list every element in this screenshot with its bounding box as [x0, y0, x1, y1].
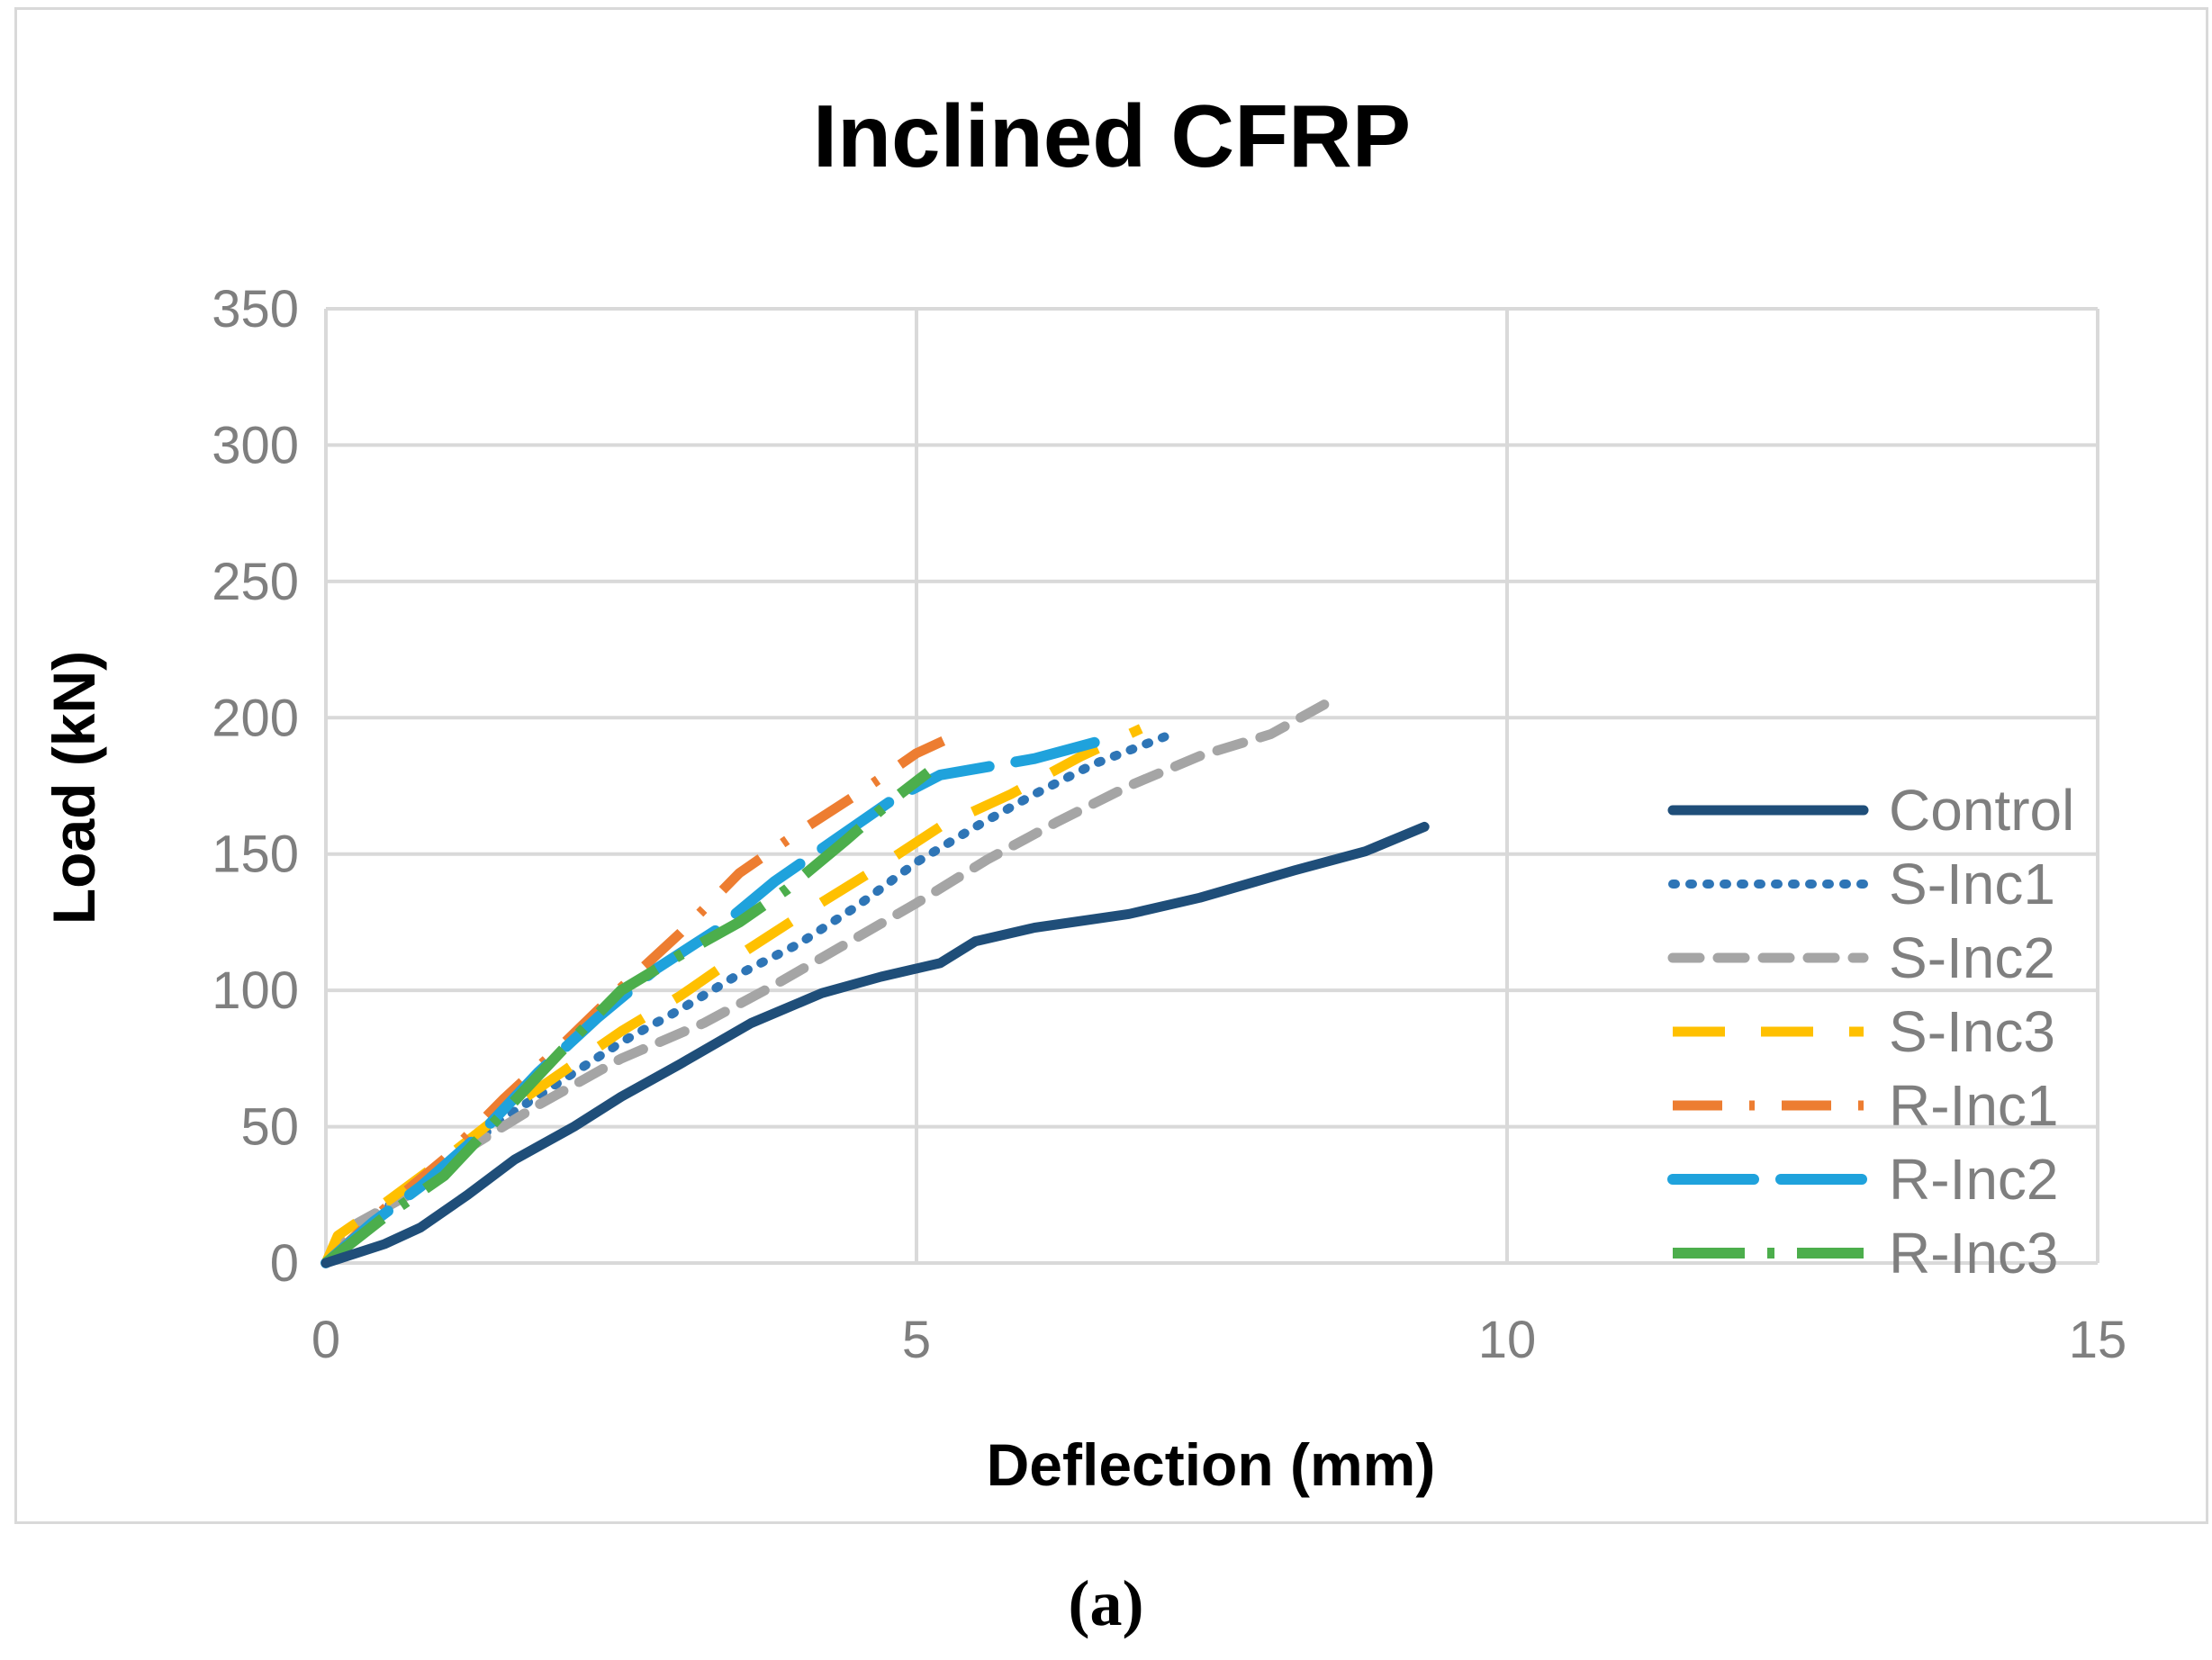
series-lines	[321, 696, 1430, 1268]
legend-label-s-inc3: S-Inc3	[1889, 999, 2055, 1064]
axes	[324, 309, 2098, 1265]
chart-frame	[14, 7, 2208, 1524]
tick-labels: 0 50 100 150 200 250 300 350 0 5 10 15	[212, 280, 2126, 1369]
series-line-s-inc2	[321, 696, 1335, 1268]
x-tick-label: 0	[311, 1311, 340, 1369]
legend-label-r-inc3: R-Inc3	[1889, 1221, 2059, 1286]
x-axis-title: Deflection (mm)	[987, 1431, 1436, 1498]
x-tick-label: 15	[2069, 1311, 2127, 1369]
chart-title: Inclined CFRP	[813, 86, 1411, 185]
series-line-r-inc3	[322, 768, 932, 1268]
series-line-control	[321, 821, 1430, 1268]
y-tick-label: 350	[212, 280, 299, 338]
y-tick-label: 150	[212, 825, 299, 884]
y-axis-title: Load (kN)	[41, 651, 107, 925]
legend-label-r-inc2: R-Inc2	[1889, 1147, 2059, 1212]
x-tick-label: 5	[902, 1311, 931, 1369]
y-tick-label: 0	[270, 1234, 299, 1293]
legend-label-s-inc1: S-Inc1	[1889, 852, 2055, 916]
legend: Control S-Inc1 S-Inc2 S-Inc3 R-Inc1 R-Inc2 R-I…	[1667, 778, 2074, 1286]
y-tick-label: 50	[240, 1098, 299, 1157]
line-chart: Inclined CFRP 0 50 100 150 200 250 300 350 0 5 10 1…	[41, 86, 2126, 1498]
y-tick-label: 200	[212, 689, 299, 747]
caption-label: (a)	[1068, 1567, 1144, 1639]
legend-label-control: Control	[1889, 778, 2074, 843]
x-tick-label: 10	[1478, 1311, 1537, 1369]
y-tick-label: 250	[212, 553, 299, 611]
legend-label-r-inc1: R-Inc1	[1889, 1073, 2059, 1138]
y-tick-label: 300	[212, 416, 299, 474]
y-tick-label: 100	[212, 961, 299, 1020]
legend-label-s-inc2: S-Inc2	[1889, 925, 2055, 990]
figure-caption: (a)	[0, 1566, 2212, 1641]
series-line-s-inc3	[321, 724, 1143, 1266]
